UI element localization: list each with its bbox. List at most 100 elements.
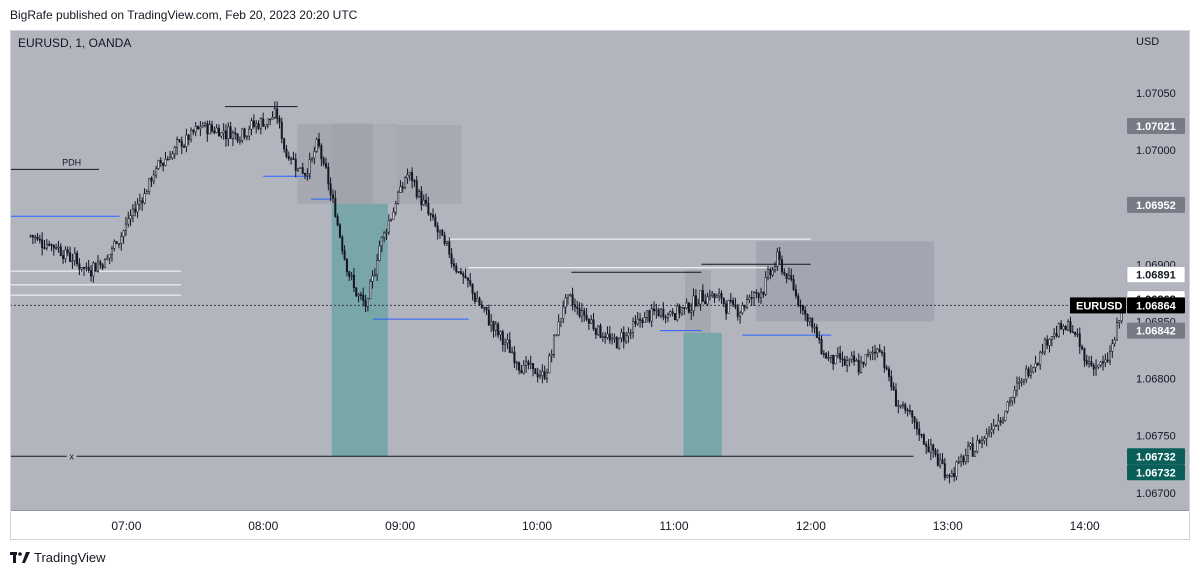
candle-body	[217, 127, 220, 137]
candle-body	[278, 118, 281, 123]
candle-body	[869, 351, 872, 355]
candle-body	[860, 361, 863, 373]
candle-body	[608, 333, 611, 341]
candle-body	[683, 307, 686, 309]
candle-body	[1039, 351, 1042, 366]
candle-body	[545, 372, 549, 379]
candle-body	[120, 236, 123, 244]
candle-body	[785, 273, 788, 279]
candle-body	[704, 301, 707, 305]
candle-body	[780, 259, 783, 273]
candle-body	[943, 463, 946, 478]
candle-body	[459, 271, 462, 274]
candle-body	[818, 337, 821, 340]
candle-body	[320, 145, 323, 160]
candle-body	[890, 376, 893, 388]
y-tick-label: 1.07000	[1136, 145, 1176, 157]
candle-body	[148, 177, 151, 193]
candle-body	[122, 230, 125, 237]
candle-body	[885, 367, 888, 370]
candle-body	[425, 199, 428, 204]
candle-body	[392, 211, 395, 220]
candle-body	[1092, 365, 1095, 370]
candle-body	[145, 191, 148, 194]
candle-body	[352, 274, 355, 289]
candle-body	[967, 445, 970, 456]
candle-body	[41, 239, 44, 248]
candle-body	[138, 200, 141, 205]
candle-body	[797, 295, 800, 306]
candle-body	[920, 434, 923, 436]
candle-body	[518, 362, 521, 371]
candle-body	[504, 342, 507, 345]
candle-body	[862, 361, 865, 365]
candle-body	[727, 300, 730, 314]
candle-body	[729, 300, 732, 302]
price-tag-label: 1.06952	[1136, 200, 1176, 212]
candle-body	[715, 295, 718, 299]
candle-body	[213, 130, 216, 134]
candle-body	[1025, 368, 1028, 380]
candle-body	[152, 174, 155, 182]
candle-body	[1076, 333, 1079, 336]
plot-area[interactable]	[10, 30, 1123, 510]
candle-body	[287, 156, 290, 160]
price-tag	[1127, 322, 1185, 339]
candle-body	[383, 232, 386, 238]
candle-body	[571, 294, 574, 306]
candle-body	[387, 220, 390, 233]
candle-body	[764, 277, 767, 295]
candle-body	[806, 313, 809, 322]
candle-body	[78, 263, 81, 270]
candle-body	[499, 331, 502, 336]
time-axis[interactable]	[10, 510, 1190, 541]
candle-body	[48, 243, 51, 246]
candle-body	[1013, 389, 1016, 398]
candle-body	[613, 337, 616, 339]
candle-body	[941, 459, 944, 464]
candle-body	[350, 274, 353, 277]
candle-body	[836, 353, 839, 356]
candle-body	[974, 451, 977, 457]
candle-body	[1008, 400, 1011, 403]
candle-body	[508, 339, 511, 353]
candle-body	[1048, 338, 1051, 346]
candle-body	[334, 198, 337, 217]
candle-body	[255, 123, 258, 127]
candle-body	[143, 193, 146, 204]
candle-body	[357, 294, 360, 297]
candle-body	[1067, 321, 1070, 331]
candle-body	[471, 283, 474, 294]
candle-body	[478, 298, 481, 306]
candle-body	[264, 124, 267, 127]
candle-body	[936, 454, 939, 466]
candle-body	[1053, 333, 1056, 337]
candle-body	[490, 321, 493, 326]
candle-body	[476, 298, 479, 302]
candle-body	[594, 328, 597, 335]
candle-body	[164, 158, 167, 166]
candle-body	[913, 416, 916, 423]
candle-body	[915, 421, 918, 430]
x-label: x	[69, 451, 74, 461]
candle-body	[162, 162, 165, 166]
candle-body	[855, 360, 858, 362]
candle-body	[283, 138, 286, 150]
candle-body	[1006, 401, 1009, 412]
candle-body	[208, 124, 211, 135]
candle-body	[813, 326, 816, 329]
candle-body	[129, 215, 132, 220]
candle-body	[131, 208, 134, 216]
candle-body	[834, 355, 837, 365]
candle-body	[1050, 336, 1053, 340]
candle-body	[299, 167, 302, 169]
candle-body	[457, 271, 460, 273]
candle-body	[57, 246, 60, 249]
candle-body	[1115, 322, 1118, 341]
candle-body	[857, 360, 860, 373]
symbol-label: EURUSD, 1, OANDA	[18, 36, 132, 50]
x-tick-label: 11:00	[659, 519, 688, 533]
candle-body	[331, 194, 334, 199]
candle-body	[71, 260, 74, 263]
